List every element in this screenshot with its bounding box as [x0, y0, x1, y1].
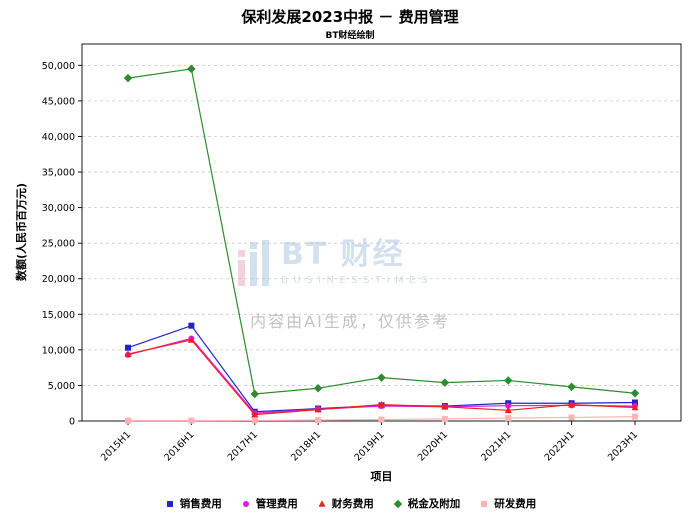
marker-square — [632, 413, 638, 420]
marker-square — [315, 417, 322, 424]
marker-diamond — [393, 499, 402, 508]
chart-title: 保利发展2023中报 － 费用管理 — [241, 8, 459, 26]
legend-marker-icon — [393, 499, 402, 508]
legend-marker-icon — [318, 499, 326, 507]
marker-diamond — [504, 376, 513, 385]
marker-square — [188, 322, 195, 329]
series-line — [127, 68, 636, 395]
legend-marker-icon — [481, 500, 488, 507]
marker-circle — [242, 500, 249, 507]
marker-triangle — [504, 406, 512, 414]
marker-square — [251, 417, 258, 424]
legend-label: 销售费用 — [179, 498, 222, 510]
y-tick-label: 35,000 — [42, 168, 75, 179]
legend-item-销售费用: 销售费用 — [164, 496, 222, 511]
y-tick-label: 25,000 — [42, 239, 75, 250]
marker-diamond — [313, 384, 323, 393]
marker-square — [441, 415, 448, 422]
legend-label: 财务费用 — [331, 498, 374, 510]
series-line — [127, 324, 636, 413]
legend-marker-icon — [166, 500, 173, 507]
marker-diamond — [377, 373, 386, 382]
marker-triangle — [318, 499, 326, 507]
marker-square — [481, 500, 488, 507]
legend-marker-icon — [242, 500, 249, 507]
series-研发费用 — [125, 413, 638, 424]
x-tick-label: 2018H1 — [289, 429, 323, 463]
legend-label: 研发费用 — [494, 498, 537, 510]
legend-label: 管理费用 — [255, 498, 298, 510]
y-tick-label: 45,000 — [42, 96, 75, 107]
marker-circle — [505, 402, 512, 409]
x-tick-label: 2015H1 — [99, 429, 133, 463]
y-axis-label: 数额(人民币百万元) — [15, 182, 28, 282]
marker-diamond — [567, 382, 576, 392]
marker-triangle — [378, 400, 385, 408]
legend-item-税金及附加: 税金及附加 — [392, 496, 461, 511]
marker-diamond — [250, 389, 259, 399]
marker-triangle — [187, 336, 195, 343]
marker-square — [505, 415, 512, 422]
marker-diamond — [440, 378, 450, 387]
y-tick-label: 15,000 — [42, 310, 75, 321]
series-税金及附加 — [123, 64, 640, 399]
legend-label: 税金及附加 — [407, 498, 461, 510]
marker-triangle — [631, 403, 639, 411]
marker-square — [632, 399, 638, 406]
y-tick-label: 20,000 — [42, 274, 75, 285]
x-tick-label: 2016H1 — [162, 429, 196, 463]
x-tick-label: 2022H1 — [543, 429, 577, 463]
y-tick-label: 30,000 — [42, 203, 75, 214]
marker-square — [166, 500, 173, 507]
marker-triangle — [441, 402, 449, 410]
legend-item-研发费用: 研发费用 — [478, 496, 536, 511]
x-tick-label: 2023H1 — [606, 429, 640, 463]
marker-triangle — [568, 400, 576, 408]
marker-square — [125, 344, 131, 351]
y-tick-label: 50,000 — [42, 61, 75, 72]
y-tick-label: 40,000 — [42, 132, 75, 143]
marker-diamond — [630, 389, 640, 398]
x-tick-label: 2017H1 — [226, 429, 260, 463]
chart-subtitle: BT财经绘制 — [325, 31, 375, 41]
x-tick-label: 2020H1 — [416, 429, 450, 463]
x-axis-label: 项目 — [370, 470, 393, 483]
chart-legend: 销售费用 管理费用 财务费用 税金及附加 研发费用 — [0, 496, 700, 511]
legend-item-管理费用: 管理费用 — [240, 496, 298, 511]
x-tick-label: 2021H1 — [479, 429, 513, 463]
marker-triangle — [251, 410, 259, 418]
y-tick-label: 10,000 — [42, 345, 75, 356]
marker-triangle — [314, 405, 322, 413]
marker-diamond — [187, 64, 196, 74]
series-财务费用 — [124, 336, 639, 418]
marker-square — [188, 417, 195, 424]
plot-border — [81, 43, 682, 422]
marker-diamond — [123, 73, 133, 83]
x-tick-label: 2019H1 — [352, 429, 386, 463]
marker-square — [378, 416, 385, 423]
marker-square — [125, 417, 131, 424]
marker-triangle — [124, 350, 132, 357]
y-tick-label: 5,000 — [48, 381, 75, 392]
legend-item-财务费用: 财务费用 — [316, 496, 374, 511]
y-tick-label: 0 — [69, 417, 75, 428]
marker-square — [568, 414, 575, 421]
